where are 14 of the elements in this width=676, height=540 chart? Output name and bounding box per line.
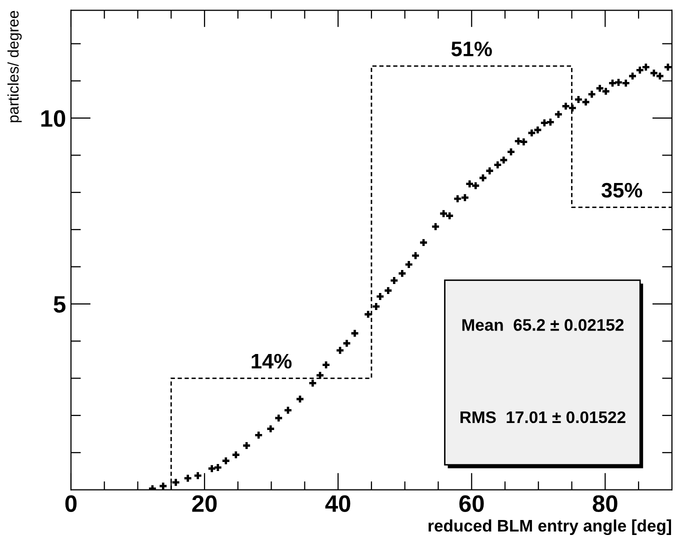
annotation: 14% bbox=[252, 354, 292, 369]
y-tick-label: 5 bbox=[54, 296, 66, 313]
x-tick-label: 40 bbox=[325, 495, 350, 512]
y-tick-label: 10 bbox=[41, 110, 66, 127]
x-tick-label: 80 bbox=[592, 495, 618, 512]
annotation: 35% bbox=[601, 182, 642, 198]
x-tick-label: 0 bbox=[65, 495, 77, 512]
x-tick-label: 20 bbox=[192, 495, 217, 512]
annotation: Mean 65.2 ± 0.02152 bbox=[462, 319, 624, 331]
annotation: 51% bbox=[451, 42, 492, 56]
y-axis-title: particles/ degree bbox=[7, 10, 22, 122]
x-tick-label: 60 bbox=[459, 495, 484, 512]
x-axis-title: reduced BLM entry angle [deg] bbox=[428, 519, 672, 536]
annotation: RMS 17.01 ± 0.01522 bbox=[460, 411, 626, 424]
